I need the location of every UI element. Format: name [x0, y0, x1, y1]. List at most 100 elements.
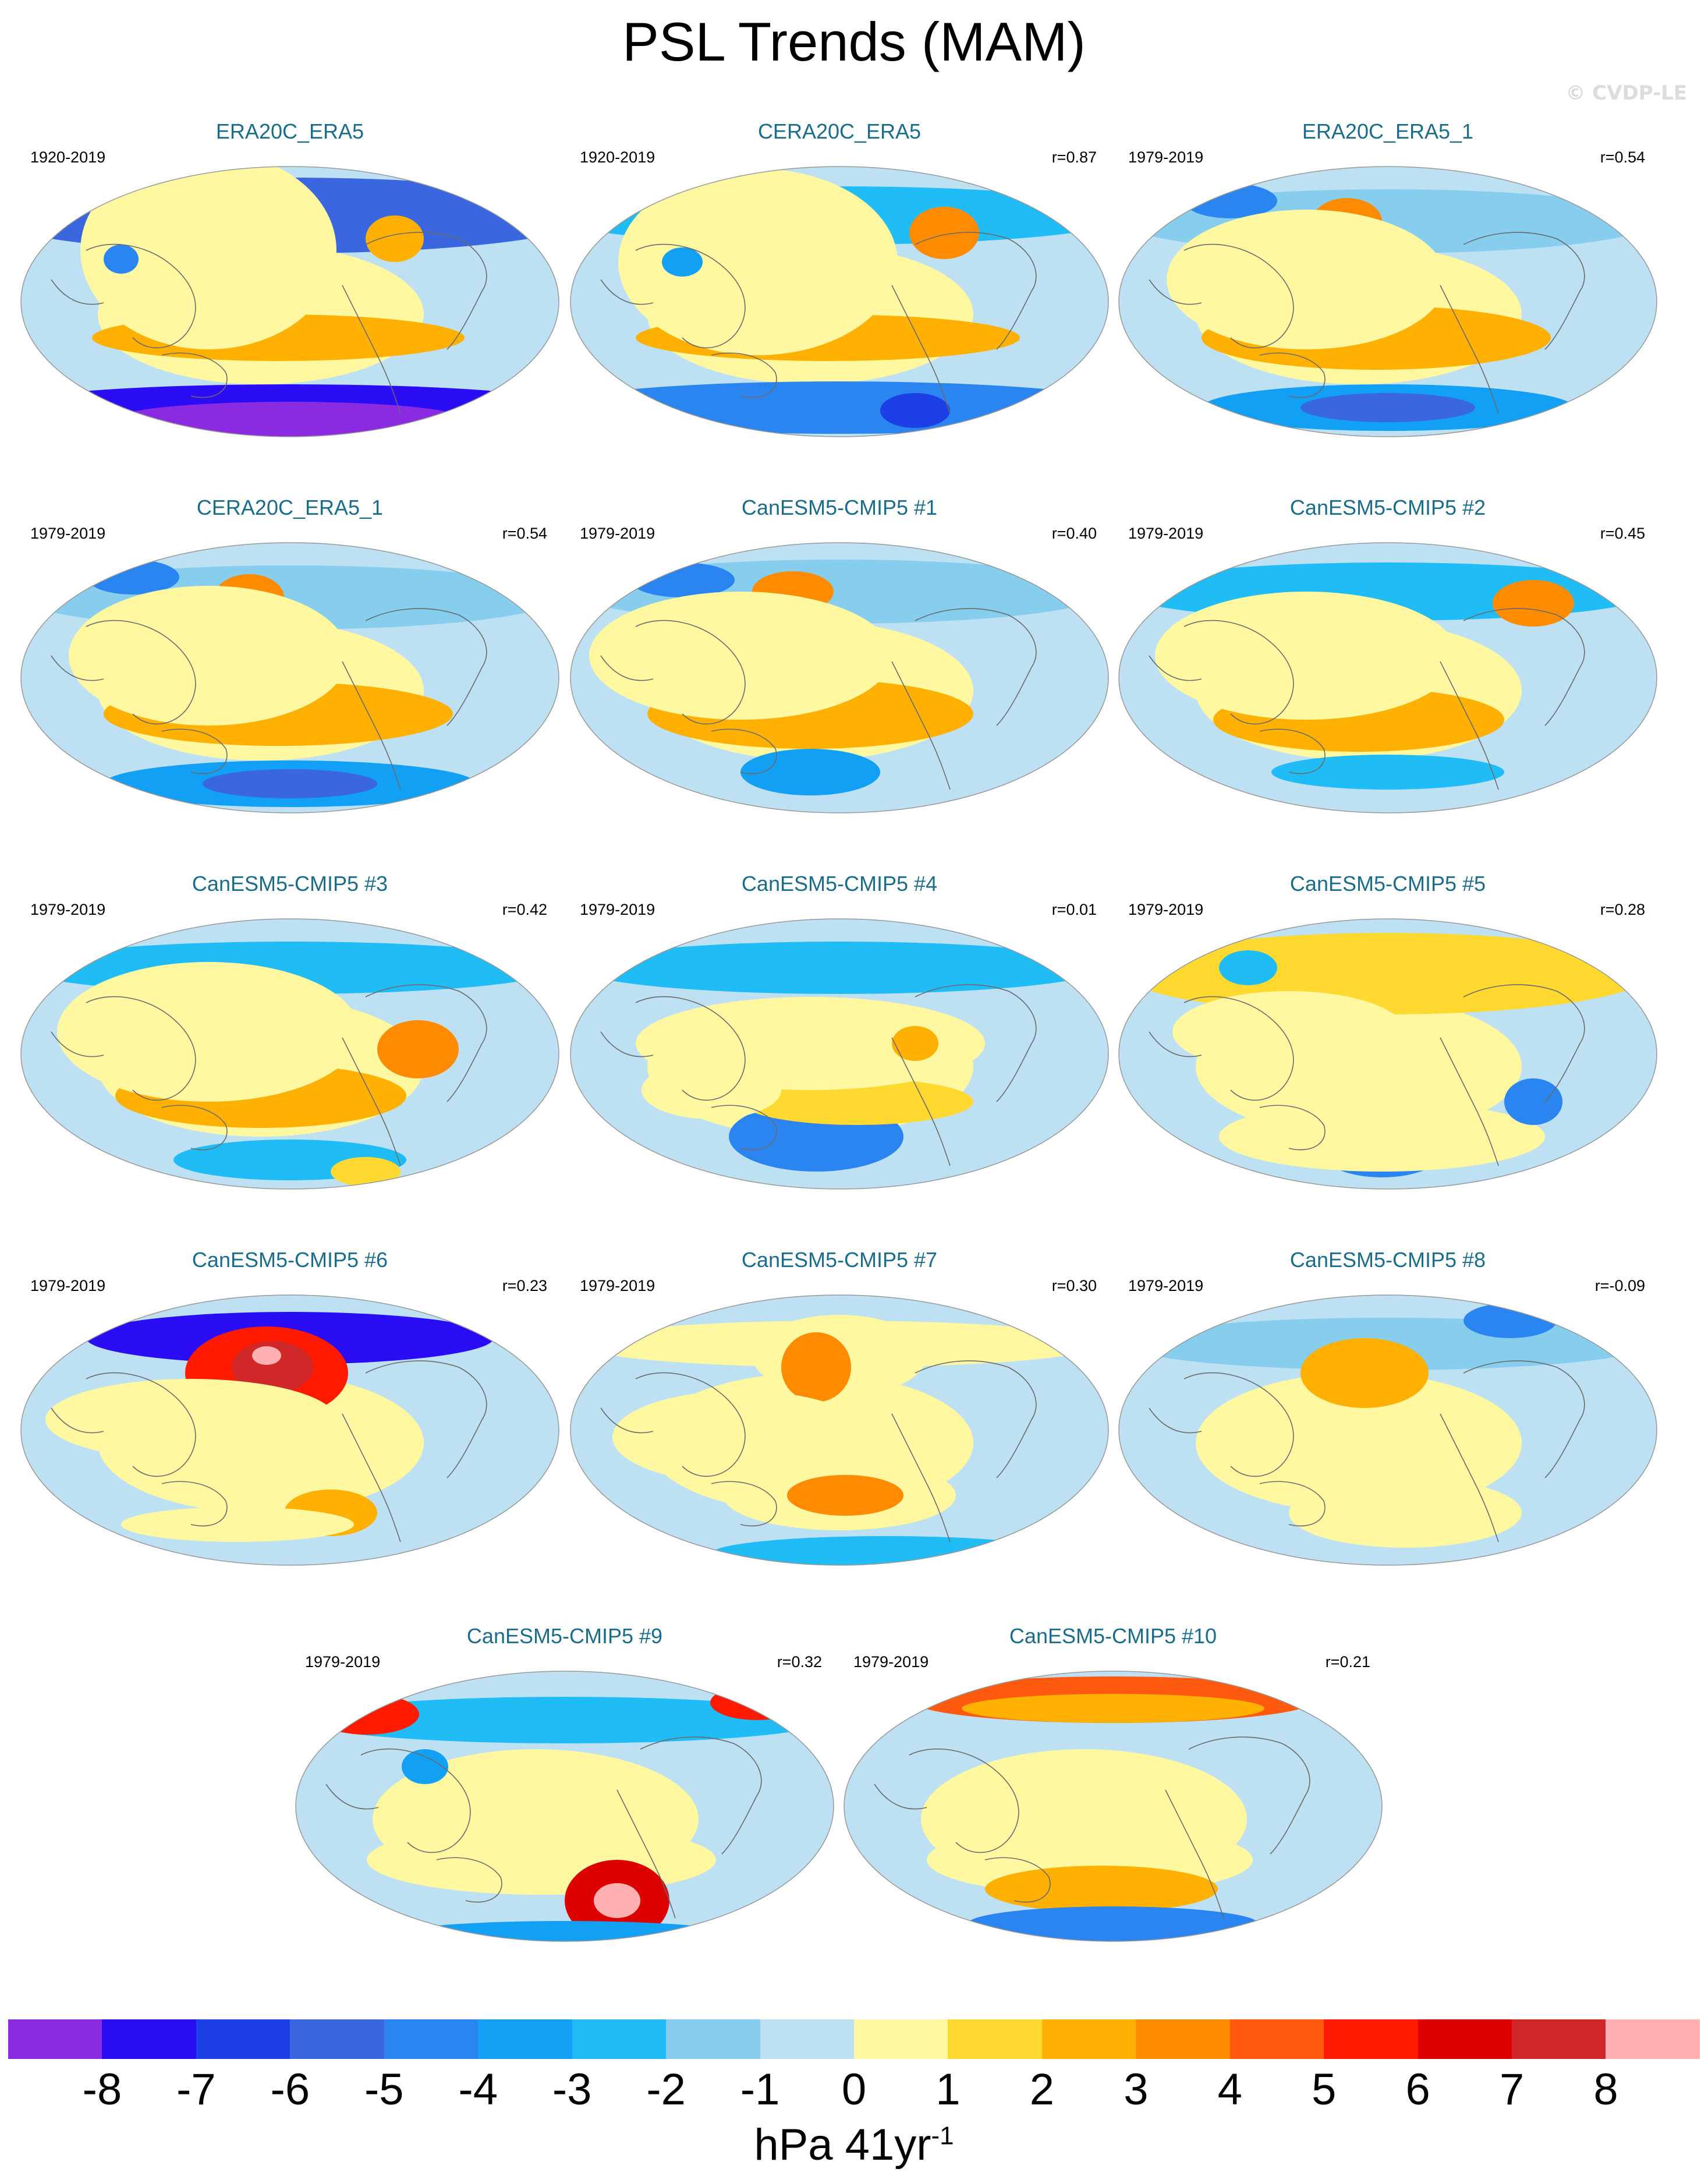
coastline [915, 232, 1037, 350]
trend-anomaly [390, 1921, 739, 1941]
trend-anomaly [711, 1536, 1061, 1565]
coastline [342, 1413, 401, 1542]
coastline [365, 984, 487, 1102]
colorbar-swatch [1229, 2019, 1324, 2059]
trend-anomaly [1219, 1102, 1545, 1172]
trend-anomaly [1271, 755, 1504, 790]
colorbar-tick-label: -7 [176, 2065, 216, 2114]
coastline [635, 243, 746, 349]
trend-anomaly [69, 586, 348, 726]
trend-anomaly [968, 1906, 1259, 1941]
panel-period: 1979-2019 [1128, 901, 1204, 918]
colorbar-swatch [853, 2019, 948, 2059]
coastline [616, 1789, 676, 1919]
coastline [600, 279, 654, 305]
panel-period: 1979-2019 [1128, 525, 1204, 542]
colorbar-swatch [384, 2019, 479, 2059]
coastline [51, 279, 104, 305]
trend-anomaly [45, 1379, 336, 1460]
map-plot [1118, 1294, 1657, 1566]
map-outline [20, 1294, 559, 1566]
coastline [1440, 1037, 1499, 1166]
coastline [342, 285, 401, 414]
map-field [296, 1671, 834, 1941]
colorbar-swatch [1041, 2019, 1136, 2059]
coastline [86, 243, 196, 349]
trend-anomaly [662, 247, 703, 277]
panel-title: CanESM5-CMIP5 #4 [741, 872, 938, 896]
coastline [360, 1748, 471, 1853]
coastline [1183, 620, 1294, 725]
coastline [1183, 243, 1294, 349]
map-field [1119, 167, 1657, 437]
map-outline [570, 166, 1109, 437]
panel-title: CERA20C_ERA5_1 [196, 496, 384, 519]
coastline [984, 1857, 1051, 1903]
panel-correlation: r=0.54 [1600, 148, 1645, 166]
trend-anomaly [121, 1507, 354, 1542]
coastline [86, 620, 196, 725]
trend-anomaly [366, 215, 424, 262]
coastline [161, 728, 228, 774]
panel-period: 1979-2019 [30, 1277, 106, 1294]
map-plot [20, 918, 559, 1190]
coastline [1165, 1789, 1224, 1919]
coastline [436, 1857, 502, 1903]
trend-anomaly [303, 1697, 827, 1743]
colorbar-tick-label: 5 [1312, 2065, 1337, 2114]
colorbar-tick-label: -4 [458, 2065, 498, 2114]
trend-anomaly [1260, 1414, 1434, 1460]
coastline [342, 1037, 401, 1166]
panel-correlation: r=0.01 [1051, 901, 1097, 918]
panel-title: CERA20C_ERA5 [757, 119, 922, 143]
coastline [711, 1105, 777, 1151]
coastline [51, 1407, 104, 1434]
coastline [635, 1372, 746, 1477]
coastline [915, 608, 1037, 726]
trend-anomaly [1464, 1303, 1557, 1338]
map-plot [570, 542, 1109, 813]
coastline [635, 620, 746, 725]
map-panel: CanESM5-CMIP5 #3 1979-2019 r=0.42 [16, 872, 564, 1198]
colorbar-swatch [1136, 2019, 1230, 2059]
panel-correlation: r=0.30 [1051, 1277, 1097, 1294]
map-outline [1118, 1294, 1657, 1566]
coastline [915, 984, 1037, 1102]
map-panel: CanESM5-CMIP5 #4 1979-2019 r=0.01 [566, 872, 1113, 1198]
trend-anomaly [577, 942, 1101, 994]
map-panel: ERA20C_ERA5 1920-2019 [16, 119, 564, 445]
panel-period: 1979-2019 [30, 525, 106, 542]
coastline [325, 1784, 379, 1810]
map-plot [20, 166, 559, 437]
trend-anomaly [594, 1883, 640, 1918]
trend-anomaly [1493, 580, 1574, 627]
coastline [600, 1031, 654, 1057]
map-plot [570, 918, 1109, 1190]
map-field [1119, 1295, 1657, 1565]
coastline [1188, 1736, 1310, 1855]
panel-correlation: r=0.28 [1600, 901, 1645, 918]
panel-correlation: r=0.54 [502, 525, 547, 542]
colorbar-tick-label: 3 [1124, 2065, 1149, 2114]
coastline [891, 661, 951, 790]
colorbar-tick-label: -2 [646, 2065, 686, 2114]
map-outline [570, 918, 1109, 1190]
coastline [161, 1481, 228, 1527]
map-outline [570, 542, 1109, 813]
panel-title: ERA20C_ERA5 [215, 119, 364, 143]
colorbar-swatch [948, 2019, 1042, 2059]
colorbar-swatch [8, 2019, 102, 2059]
colorbar-swatch [760, 2019, 854, 2059]
trend-anomaly [985, 1866, 1218, 1912]
map-outline [20, 166, 559, 437]
trend-anomaly [314, 1694, 419, 1735]
colorbar-swatch [1324, 2019, 1418, 2059]
map-field [570, 167, 1108, 437]
colorbar-tick-label: -3 [552, 2065, 592, 2114]
coastline [365, 608, 487, 726]
coastline [1440, 1413, 1499, 1542]
panel-period: 1979-2019 [853, 1653, 929, 1671]
figure-title: PSL Trends (MAM) [622, 11, 1086, 72]
map-field [1119, 919, 1657, 1189]
trend-anomaly [1301, 393, 1475, 422]
